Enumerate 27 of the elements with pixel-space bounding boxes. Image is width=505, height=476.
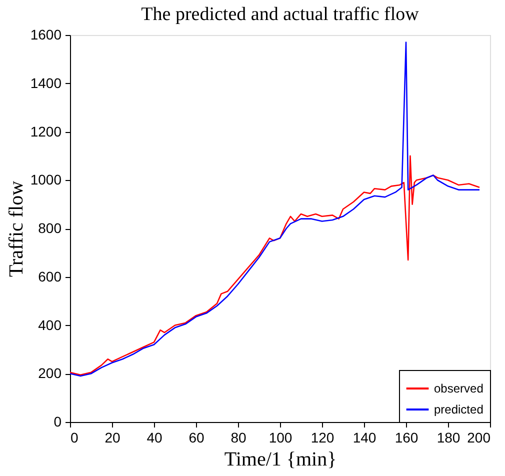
y-tick-label: 200 bbox=[38, 365, 62, 382]
y-tick-label: 0 bbox=[54, 414, 62, 430]
legend-label: predicted bbox=[434, 402, 484, 416]
y-tick-label: 1000 bbox=[30, 172, 62, 188]
x-tick-label: 20 bbox=[104, 430, 120, 446]
y-tick-label: 600 bbox=[38, 268, 62, 284]
x-tick-label: 100 bbox=[268, 430, 292, 446]
line-series bbox=[70, 155, 480, 376]
line-series bbox=[70, 42, 480, 377]
x-tick-label: 0 bbox=[70, 430, 78, 446]
x-axis-title: Time/1 {min} bbox=[224, 448, 337, 470]
y-tick-label: 1600 bbox=[30, 26, 62, 42]
legend-label: observed bbox=[434, 382, 484, 396]
x-tick-label: 40 bbox=[146, 430, 162, 446]
y-tick-label: 1400 bbox=[30, 74, 62, 91]
x-tick-label: 160 bbox=[394, 430, 418, 446]
y-tick-label: 400 bbox=[38, 316, 62, 333]
x-tick-label: 120 bbox=[310, 430, 334, 446]
x-tick-label: 200 bbox=[467, 430, 491, 446]
y-tick-label: 1200 bbox=[30, 123, 62, 140]
y-axis-title: Traffic flow bbox=[5, 180, 28, 278]
x-tick-label: 80 bbox=[230, 430, 246, 446]
x-tick-label: 140 bbox=[352, 430, 376, 446]
x-tick-label: 60 bbox=[188, 430, 204, 446]
y-tick-label: 800 bbox=[38, 220, 62, 236]
chart-title: The predicted and actual traffic flow bbox=[141, 4, 420, 25]
x-tick-label: 180 bbox=[436, 430, 460, 446]
